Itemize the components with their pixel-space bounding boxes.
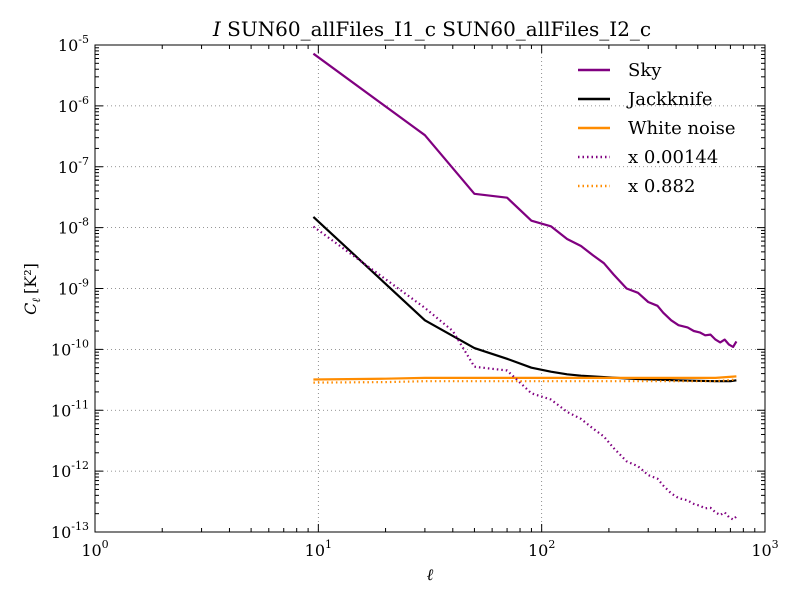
- y-tick-label-exp: -13: [71, 520, 89, 533]
- x-tick-label: 102: [528, 538, 555, 560]
- x-tick-label-exp: 0: [102, 538, 109, 551]
- y-tick-label-exp: -8: [78, 216, 89, 229]
- series-line-white-noise: [313, 375, 737, 381]
- y-tick-label-exp: -6: [78, 94, 89, 107]
- x-tick-labels: 100 101 102 103: [81, 538, 778, 560]
- y-tick-label-base: 10: [51, 523, 71, 542]
- y-axis-label-unit: [K²]: [21, 263, 40, 294]
- series-line-x-0-00144: [312, 225, 738, 521]
- y-tick-label: 10-10: [51, 337, 89, 359]
- y-tick-label: 10-8: [58, 216, 89, 238]
- y-axis-label-sub: ℓ: [30, 298, 43, 303]
- x-tick-label-base: 10: [528, 541, 548, 560]
- legend-label-white-noise: White noise: [628, 118, 736, 139]
- series-group: [312, 52, 738, 521]
- y-axis-label-main: C: [21, 303, 40, 315]
- y-tick-label: 10-11: [51, 398, 89, 420]
- legend-label-sky: Sky: [628, 60, 662, 81]
- ticks: [94, 44, 766, 533]
- title-italic-part: I: [212, 17, 222, 41]
- x-tick-label-base: 10: [81, 541, 101, 560]
- y-tick-label-base: 10: [51, 401, 71, 420]
- x-tick-label-exp: 1: [325, 538, 332, 551]
- chart-title: I SUN60_allFiles_I1_c SUN60_allFiles_I2_…: [212, 17, 651, 41]
- y-tick-label-base: 10: [58, 219, 78, 238]
- y-tick-label: 10-12: [51, 459, 89, 481]
- x-tick-label-base: 10: [305, 541, 325, 560]
- x-tick-label: 103: [751, 538, 778, 560]
- y-tick-label-exp: -9: [78, 277, 89, 290]
- x-tick-label: 100: [81, 538, 108, 560]
- y-tick-label-exp: -10: [71, 337, 89, 350]
- y-tick-label: 10-13: [51, 520, 89, 542]
- x-tick-label-exp: 2: [548, 538, 555, 551]
- y-tick-label-exp: -11: [71, 398, 89, 411]
- legend-label-jackknife: Jackknife: [626, 89, 713, 110]
- y-tick-label-base: 10: [51, 462, 71, 481]
- x-tick-label-exp: 3: [772, 538, 779, 551]
- legend-label-x-0-00144: x 0.00144: [628, 147, 718, 168]
- y-tick-label-base: 10: [58, 97, 78, 116]
- y-tick-label: 10-7: [58, 155, 89, 177]
- y-tick-label: 10-6: [58, 94, 89, 116]
- x-axis-label: ℓ: [427, 565, 434, 584]
- y-tick-label-base: 10: [51, 340, 71, 359]
- y-tick-label-exp: -7: [78, 155, 89, 168]
- x-tick-label: 101: [305, 538, 332, 560]
- y-tick-label-base: 10: [58, 36, 78, 55]
- y-tick-label-exp: -12: [71, 459, 89, 472]
- y-tick-label-base: 10: [58, 280, 78, 299]
- y-tick-label: 10-9: [58, 277, 89, 299]
- y-axis-label: Cℓ [K²]: [21, 263, 43, 315]
- y-tick-label: 10-5: [58, 33, 89, 55]
- legend: Sky Jackknife White noise x 0.00144 x 0.882: [578, 60, 736, 197]
- title-main-part: SUN60_allFiles_I1_c SUN60_allFiles_I2_c: [221, 17, 651, 41]
- series-line-sky: [312, 52, 738, 348]
- y-tick-label-base: 10: [58, 158, 78, 177]
- legend-label-x-0-882: x 0.882: [628, 176, 695, 197]
- y-tick-label-exp: -5: [78, 33, 89, 46]
- x-tick-label-base: 10: [751, 541, 771, 560]
- series-line-jackknife: [312, 216, 737, 383]
